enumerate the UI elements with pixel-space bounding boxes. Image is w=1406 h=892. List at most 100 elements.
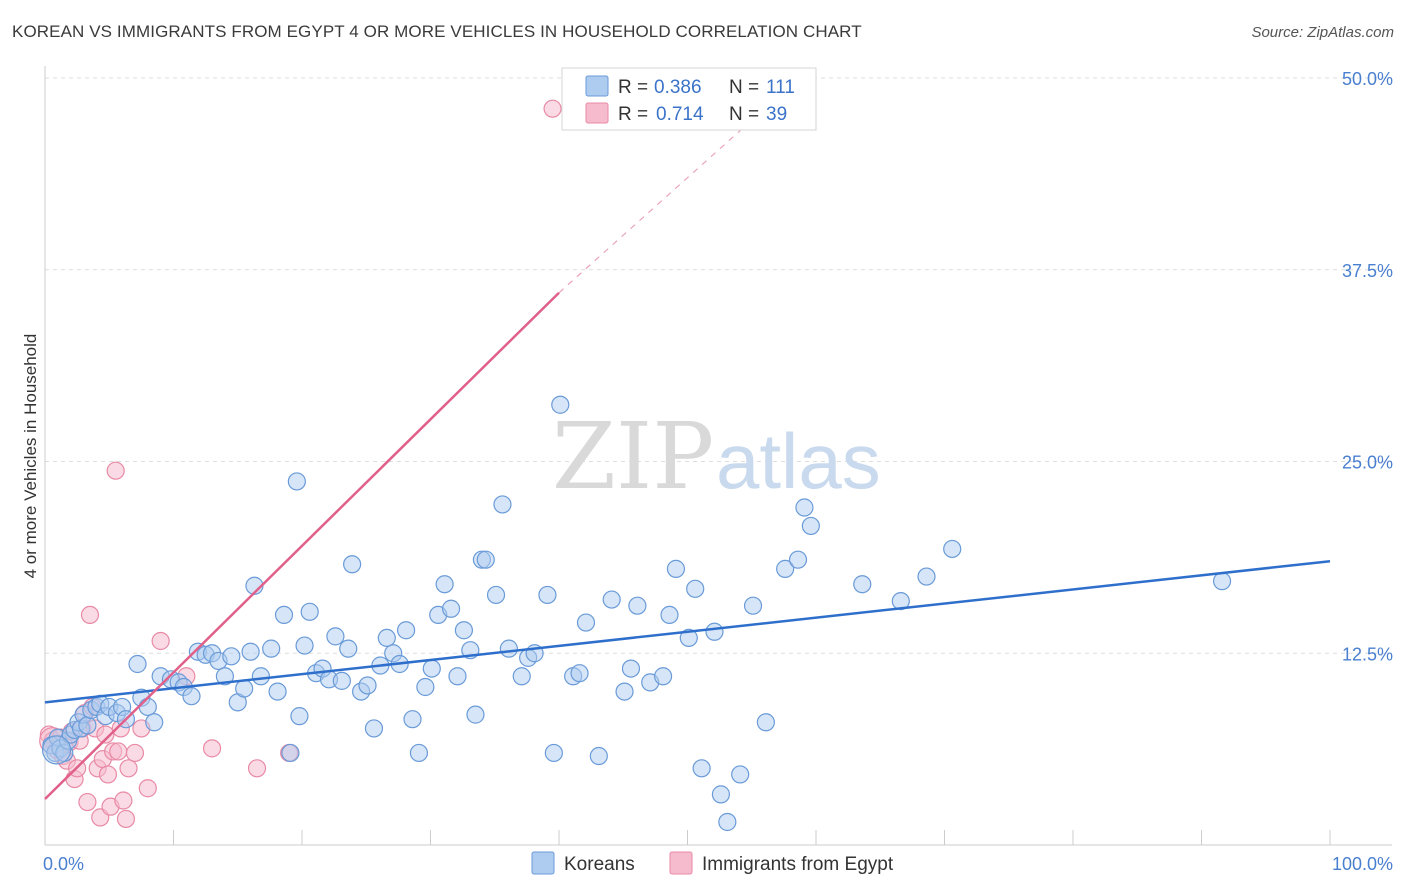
- legend-n-label-2: N =: [729, 104, 759, 125]
- legend-r-label-1: R =: [618, 77, 648, 98]
- korean-point: [339, 639, 358, 658]
- x-tick-label-max: 100.0%: [1332, 854, 1393, 874]
- bottom-legend-label-egypt: Immigrants from Egypt: [702, 854, 894, 875]
- egypt-point: [138, 779, 157, 798]
- x-tick-label-min: 0.0%: [43, 854, 84, 874]
- korean-point: [422, 659, 441, 678]
- korean-point: [241, 642, 260, 661]
- korean-point: [251, 667, 270, 686]
- korean-point: [544, 743, 563, 763]
- korean-point: [795, 498, 814, 517]
- bottom-legend-label-koreans: Koreans: [564, 854, 635, 875]
- egypt-point: [78, 792, 97, 812]
- egypt-point: [202, 739, 222, 758]
- y-tick-label-3: 50.0%: [1342, 69, 1393, 89]
- korean-point: [441, 599, 461, 618]
- egypt-point: [114, 791, 133, 810]
- korean-point: [666, 559, 686, 578]
- korean-point: [41, 735, 72, 765]
- legend-r-value-2: 0.714: [656, 104, 704, 125]
- korean-point: [78, 716, 97, 735]
- axes: [44, 66, 1392, 846]
- korean-point: [222, 647, 241, 666]
- y-axis-label: 4 or more Vehicles in Household: [21, 334, 40, 579]
- korean-point: [396, 621, 416, 640]
- korean-point: [332, 671, 351, 690]
- korean-point: [377, 628, 396, 648]
- korean-point: [589, 746, 608, 766]
- korean-point: [409, 743, 429, 763]
- chart-title: KOREAN VS IMMIGRANTS FROM EGYPT 4 OR MOR…: [12, 22, 862, 41]
- korean-point: [435, 575, 454, 594]
- korean-point: [300, 602, 319, 621]
- correlation-legend: R = 0.386 N = 111 R = 0.714 N = 39: [561, 67, 817, 131]
- trendline-egypt: [44, 291, 560, 800]
- y-tick-label-1: 25.0%: [1342, 453, 1393, 473]
- korean-point: [128, 654, 147, 674]
- korean-point: [416, 677, 435, 697]
- korean-point: [145, 713, 164, 732]
- korean-point: [1212, 572, 1232, 591]
- korean-point: [602, 590, 621, 609]
- egypt-point: [151, 631, 170, 651]
- y-tick-label-2: 37.5%: [1342, 261, 1393, 281]
- korean-point: [287, 472, 306, 491]
- korean-point: [576, 613, 596, 632]
- korean-point: [788, 550, 808, 569]
- korean-point: [403, 710, 422, 729]
- korean-point: [570, 664, 589, 683]
- gridlines: [45, 77, 1392, 654]
- watermark-zip: ZIP: [552, 403, 714, 510]
- korean-point: [776, 559, 795, 578]
- korean-point: [493, 495, 512, 514]
- korean-point: [660, 605, 679, 625]
- legend-swatch-koreans: [585, 75, 609, 97]
- korean-point: [756, 713, 775, 732]
- egypt-point: [119, 759, 138, 778]
- legend-n-label-1: N =: [729, 77, 759, 98]
- korean-point: [235, 679, 254, 698]
- korean-point: [326, 627, 345, 646]
- egypt-point: [98, 765, 118, 784]
- egypt-point: [247, 759, 267, 778]
- legend-r-value-1: 0.386: [654, 77, 702, 98]
- korean-point: [215, 667, 234, 686]
- x-tick-labels: 0.0% 100.0%: [43, 854, 1393, 874]
- trendline-koreans: [44, 559, 1331, 704]
- chart-source: Source: ZipAtlas.com: [1251, 24, 1394, 41]
- korean-point: [138, 697, 157, 717]
- korean-point: [182, 687, 201, 706]
- watermark-atlas: atlas: [716, 417, 881, 505]
- korean-point: [364, 719, 384, 738]
- korean-point: [621, 659, 641, 678]
- korean-point: [295, 636, 314, 655]
- korean-point: [476, 550, 495, 569]
- korean-point: [853, 575, 872, 594]
- egypt-point: [543, 99, 562, 118]
- legend-n-value-1: 111: [766, 77, 795, 98]
- korean-point: [268, 682, 287, 701]
- korean-point: [943, 539, 962, 559]
- korean-point: [274, 605, 294, 625]
- watermark: ZIP atlas: [552, 403, 881, 510]
- korean-point: [281, 743, 300, 763]
- legend-n-value-2: 39: [766, 104, 787, 125]
- korean-point: [711, 785, 731, 804]
- egypt-point: [96, 725, 115, 744]
- korean-point: [628, 596, 647, 615]
- korean-point: [705, 622, 724, 641]
- korean-point: [679, 628, 698, 648]
- trendline-egypt-extension: [558, 108, 766, 294]
- korean-point: [454, 621, 474, 640]
- legend-swatch-egypt: [585, 102, 609, 124]
- legend-r-label-2: R =: [618, 104, 648, 125]
- korean-point: [448, 667, 467, 686]
- series-koreans-points: [41, 395, 1232, 832]
- bottom-legend-swatch-koreans: [531, 851, 555, 875]
- korean-point: [686, 579, 705, 598]
- egypt-point: [80, 605, 100, 625]
- korean-point: [731, 765, 750, 784]
- bottom-legend-swatch-egypt: [669, 851, 693, 875]
- korean-point: [486, 585, 506, 605]
